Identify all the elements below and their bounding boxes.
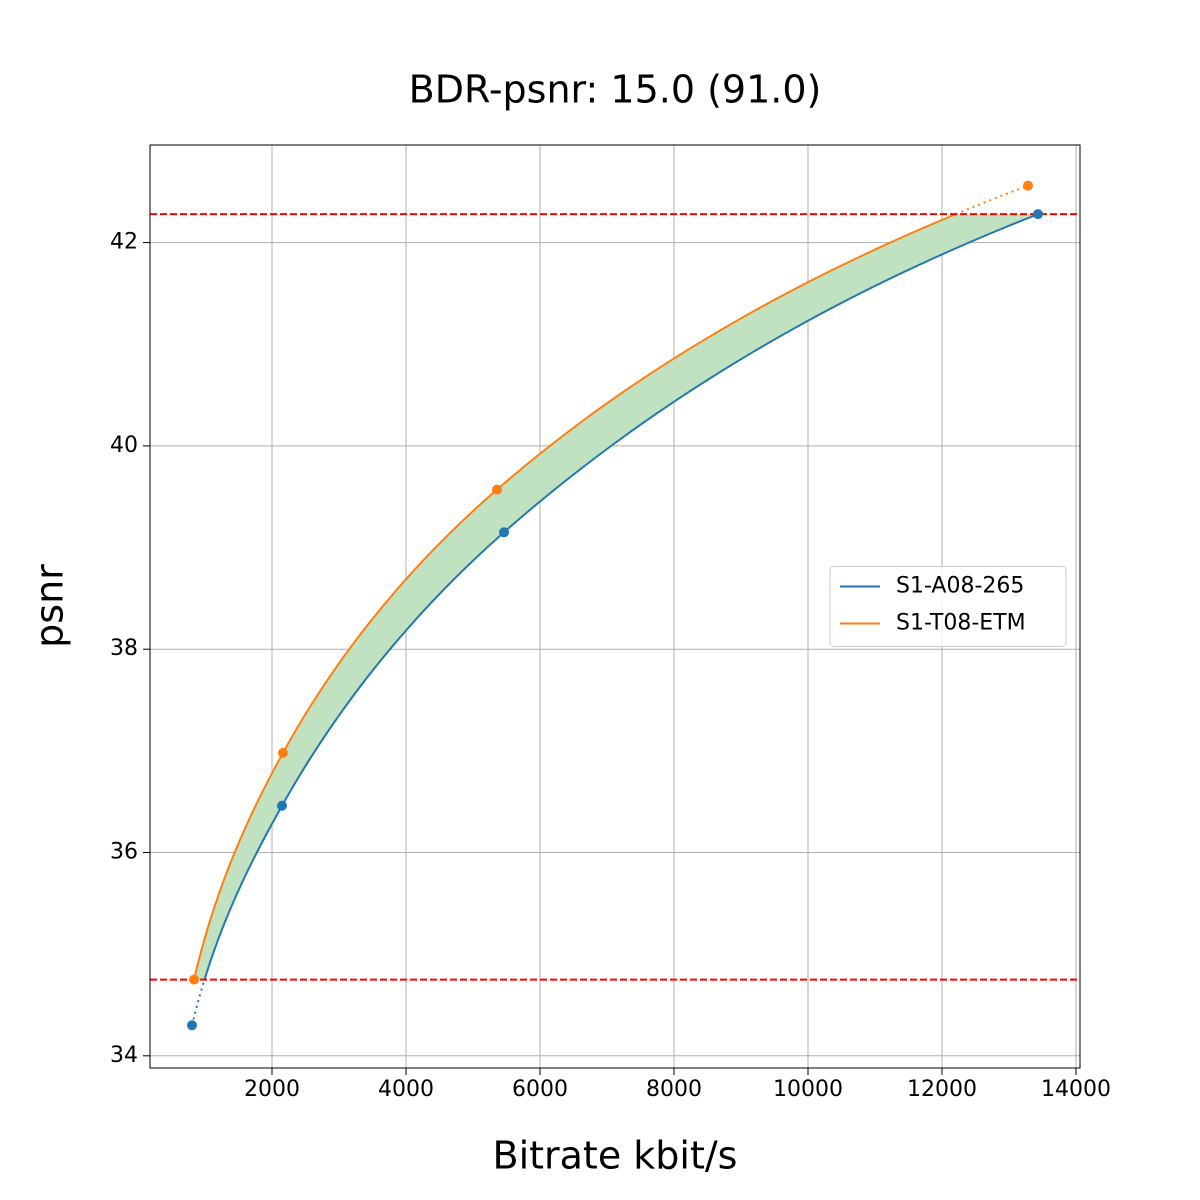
x-axis-label: Bitrate kbit/s [493, 1134, 738, 1178]
data-point [1023, 180, 1034, 191]
y-axis-label: psnr [28, 564, 72, 648]
plot-frame [149, 144, 1081, 1069]
x-tick-label: 8000 [646, 1077, 702, 1102]
extrapolation-line [191, 979, 206, 1026]
y-tick-label: 36 [110, 839, 138, 864]
fit-curve [193, 213, 957, 980]
x-tick-label: 10000 [773, 1077, 843, 1102]
x-tick-label: 6000 [512, 1077, 568, 1102]
legend-label: S1-A08-265 [896, 574, 1024, 599]
data-point [1032, 209, 1043, 220]
y-tick-label: 34 [110, 1043, 138, 1068]
legend-label: S1-T08-ETM [896, 611, 1026, 636]
y-tick-label: 42 [110, 230, 138, 255]
fit-curve [203, 213, 1039, 980]
data-point [189, 974, 200, 985]
data-point [491, 484, 502, 495]
x-tick-label: 4000 [378, 1077, 434, 1102]
x-tick-label: 14000 [1041, 1077, 1111, 1102]
chart-title: BDR-psnr: 15.0 (91.0) [409, 68, 822, 112]
data-point [187, 1020, 198, 1031]
data-point [276, 800, 287, 811]
y-tick-label: 38 [110, 636, 138, 661]
y-tick-label: 40 [110, 433, 138, 458]
extrapolation-line [955, 184, 1029, 216]
x-tick-label: 2000 [244, 1077, 300, 1102]
data-point [277, 747, 288, 758]
legend-box [829, 566, 1067, 647]
data-point [499, 527, 510, 538]
x-tick-label: 12000 [907, 1077, 977, 1102]
